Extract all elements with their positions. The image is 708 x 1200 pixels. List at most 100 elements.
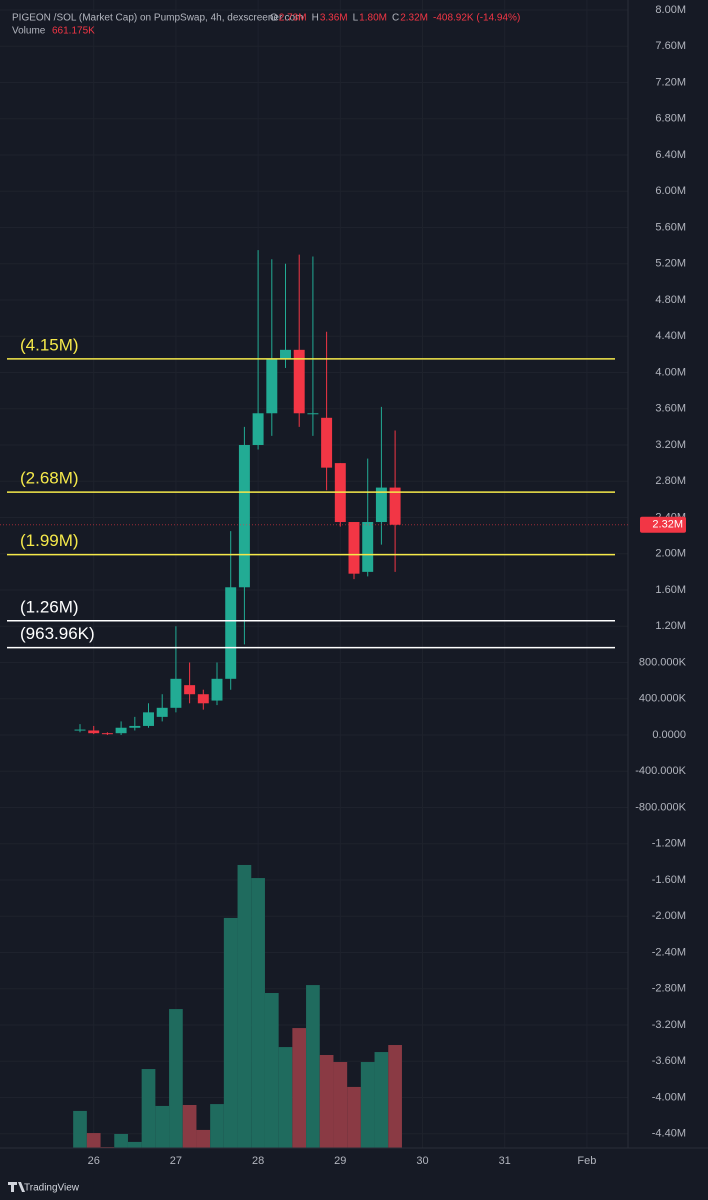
brand-logo xyxy=(8,1182,25,1192)
y-tick-label: -2.80M xyxy=(652,983,686,995)
y-tick-label: -400.000K xyxy=(635,765,686,777)
y-tick-label: -2.40M xyxy=(652,946,686,958)
candle-body xyxy=(101,733,113,735)
volume-label: Volume xyxy=(12,26,46,37)
y-tick-label: 1.20M xyxy=(655,620,686,632)
candle-body xyxy=(280,349,291,359)
volume-bar xyxy=(182,1105,197,1148)
y-tick-label: -4.00M xyxy=(652,1091,686,1103)
y-tick-label: -4.40M xyxy=(652,1128,686,1140)
brand-name: TradingView xyxy=(24,1183,80,1194)
volume-bar xyxy=(374,1052,389,1148)
candle-body xyxy=(266,358,278,414)
candle-body xyxy=(211,678,223,701)
header-c: 2.32M xyxy=(400,13,428,24)
brand: TradingView xyxy=(8,1182,80,1194)
header-change: -408.92K (-14.94%) xyxy=(433,13,520,24)
volume-bar xyxy=(251,878,265,1148)
volume-bar xyxy=(210,1104,224,1148)
candle-body xyxy=(321,417,333,468)
y-tick-label: 6.00M xyxy=(655,185,686,197)
candle-body xyxy=(348,522,360,574)
candle-body xyxy=(375,487,387,523)
volume-bar xyxy=(141,1069,156,1148)
header-l-label: L xyxy=(353,13,359,24)
y-tick-label: -1.20M xyxy=(652,838,686,850)
candle-body xyxy=(74,729,86,731)
level-label: (963.96K) xyxy=(20,624,95,643)
candle-body xyxy=(115,727,127,734)
candle-body xyxy=(184,685,196,695)
volume-bar xyxy=(237,864,252,1148)
y-tick-label: -2.00M xyxy=(652,910,686,922)
header-c-label: C xyxy=(392,13,399,24)
candle-body xyxy=(129,725,141,728)
y-tick-label: 8.00M xyxy=(655,4,686,16)
y-tick-label: -3.60M xyxy=(652,1055,686,1067)
x-tick-label: Feb xyxy=(577,1155,596,1167)
volume-bar xyxy=(319,1055,334,1148)
y-tick-label: 2.00M xyxy=(655,548,686,560)
y-tick-label: 6.80M xyxy=(655,113,686,125)
y-tick-label: 7.20M xyxy=(655,76,686,88)
x-tick-label: 28 xyxy=(252,1155,264,1167)
y-tick-label: -3.20M xyxy=(652,1019,686,1031)
y-tick-label: -800.000K xyxy=(635,801,686,813)
volume-bar xyxy=(86,1133,101,1148)
level-label: (2.68M) xyxy=(20,469,79,488)
volume-bar xyxy=(114,1133,128,1148)
volume-bar xyxy=(169,1009,183,1148)
last-price-label: 2.32M xyxy=(652,519,683,531)
y-tick-label: 2.80M xyxy=(655,475,686,487)
y-tick-label: -1.60M xyxy=(652,874,686,886)
last-price-tag xyxy=(640,516,686,533)
y-tick-label: 3.20M xyxy=(655,439,686,451)
candle-body xyxy=(389,487,401,525)
volume-bar xyxy=(347,1086,361,1148)
y-tick-label: 5.60M xyxy=(655,221,686,233)
volume-bar xyxy=(155,1105,170,1148)
volume-bar xyxy=(388,1045,402,1148)
y-tick-label: 800.000K xyxy=(639,656,687,668)
level-label: (4.15M) xyxy=(20,335,79,354)
volume-bar xyxy=(127,1141,142,1148)
volume-bar xyxy=(264,993,279,1148)
volume-bar xyxy=(278,1047,293,1148)
candle-body xyxy=(307,413,319,415)
header-l: 1.80M xyxy=(359,13,387,24)
candle-body xyxy=(88,730,100,734)
y-tick-label: 4.00M xyxy=(655,366,686,378)
y-tick-label: 4.80M xyxy=(655,294,686,306)
y-tick-label: 5.20M xyxy=(655,258,686,270)
header-h: 3.36M xyxy=(320,13,348,24)
volume-bar xyxy=(333,1062,348,1148)
candle-body xyxy=(293,349,305,414)
y-tick-label: 4.40M xyxy=(655,330,686,342)
candle-body xyxy=(170,678,182,708)
x-tick-label: 31 xyxy=(499,1155,511,1167)
candle-body xyxy=(143,712,154,726)
y-tick-label: 7.60M xyxy=(655,40,686,52)
y-tick-label: 1.60M xyxy=(655,584,686,596)
candle-body xyxy=(238,444,250,588)
x-tick-label: 26 xyxy=(88,1155,100,1167)
x-tick-label: 29 xyxy=(334,1155,346,1167)
header-o-label: O xyxy=(270,13,278,24)
y-tick-label: 400.000K xyxy=(639,693,687,705)
volume-bar xyxy=(306,985,320,1148)
chart-title: PIGEON /SOL (Market Cap) on PumpSwap, 4h… xyxy=(12,13,303,24)
level-label: (1.26M) xyxy=(20,597,79,616)
header-h-label: H xyxy=(312,13,319,24)
x-tick-label: 27 xyxy=(170,1155,182,1167)
candle-body xyxy=(197,694,209,704)
volume-bar xyxy=(292,1028,307,1148)
candle-body xyxy=(156,707,168,717)
volume-bar xyxy=(196,1129,211,1148)
header-o: 2.73M xyxy=(279,13,307,24)
header-volume: 661.175K xyxy=(52,26,95,37)
y-tick-label: 6.40M xyxy=(655,149,686,161)
volume-bar xyxy=(73,1110,87,1148)
candle-body xyxy=(225,587,237,679)
